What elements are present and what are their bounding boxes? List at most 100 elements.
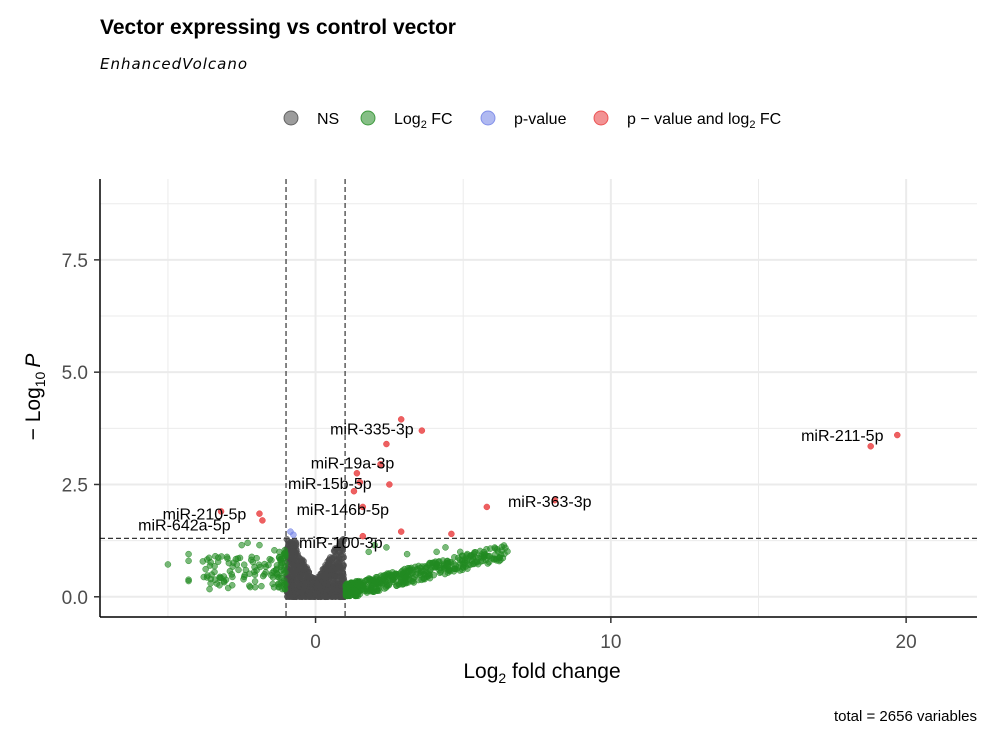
data-point-fc-p	[867, 443, 874, 450]
data-point-ns	[331, 593, 339, 600]
data-point-ns	[333, 572, 341, 580]
data-point-fc	[225, 559, 233, 567]
chart-subtitle: EnhancedVolcano	[100, 55, 248, 73]
data-point-ns	[285, 541, 292, 548]
data-point-fc	[361, 586, 369, 593]
data-point-fc-p	[377, 461, 384, 468]
point-label: miR-363-3p	[508, 494, 592, 511]
point-label: miR-211-5p	[801, 428, 884, 445]
data-point-fc-p	[259, 517, 266, 524]
data-point-fc	[214, 558, 222, 565]
data-point-fc	[456, 548, 464, 556]
data-point-fc	[371, 541, 378, 549]
data-point-fc	[202, 565, 209, 573]
y-tick-label: 0.0	[62, 588, 88, 609]
data-point-fc	[269, 580, 276, 588]
data-point-fc	[399, 570, 407, 577]
data-point-fc	[418, 576, 425, 584]
data-point-fc	[235, 566, 242, 574]
data-point-fc	[496, 554, 503, 561]
y-tick-label: 5.0	[62, 363, 88, 384]
data-point-fc-p	[383, 440, 390, 448]
chart-title: Vector expressing vs control vector	[100, 16, 456, 39]
legend-item-fc: Log2 FC	[360, 110, 453, 131]
x-tick-label: 10	[600, 632, 621, 653]
data-point-fc-p	[894, 431, 901, 439]
data-point-fc	[281, 577, 288, 584]
data-point-fc	[185, 550, 192, 558]
data-point-fc-p	[483, 503, 491, 511]
data-point-fc	[256, 563, 264, 571]
y-tick-label: 7.5	[62, 251, 88, 272]
data-point-fc	[185, 557, 192, 565]
x-axis-title: Log2 fold change	[463, 660, 620, 686]
data-point-fc	[451, 565, 459, 573]
data-point-fc	[240, 561, 248, 568]
data-point-fc	[463, 552, 470, 559]
data-point-fc	[216, 581, 223, 589]
legend-item-p: p-value	[480, 110, 567, 128]
data-point-fc	[498, 543, 506, 551]
data-points	[164, 416, 901, 601]
data-point-fc	[244, 539, 251, 547]
y-axis-title: − Log10P	[22, 354, 48, 441]
data-point-fc	[383, 575, 390, 582]
data-point-fc-p	[359, 503, 367, 511]
data-point-fc	[490, 556, 498, 563]
data-point-fc	[442, 544, 449, 551]
data-point-fc	[261, 571, 268, 578]
data-point-fc	[211, 562, 218, 570]
data-point-fc	[368, 587, 376, 595]
data-point-fc	[238, 541, 245, 549]
data-point-ns	[298, 571, 305, 578]
data-point-fc	[164, 561, 172, 568]
data-point-ns	[292, 540, 300, 548]
data-point-fc-p	[397, 416, 405, 423]
data-point-ns	[338, 547, 346, 554]
data-point-ns	[318, 570, 326, 578]
data-point-fc	[343, 586, 350, 594]
legend-swatch	[360, 110, 376, 126]
data-point-fc	[185, 576, 192, 583]
data-point-ns	[305, 579, 312, 586]
data-point-fc	[240, 573, 248, 581]
data-point-fc	[211, 576, 219, 583]
data-point-fc	[211, 568, 218, 576]
data-point-fc	[370, 577, 377, 585]
data-point-fc	[248, 553, 256, 561]
data-point-ns	[322, 561, 329, 569]
data-point-fc-p	[418, 427, 426, 434]
data-point-ns	[324, 567, 331, 574]
data-point-fc-p	[256, 510, 263, 517]
data-point-fc-p	[359, 532, 367, 540]
data-point-fc-p	[448, 530, 455, 538]
data-point-ns	[296, 558, 304, 565]
data-point-fc	[251, 583, 259, 591]
legend-label: Log2 FC	[394, 111, 453, 131]
data-point-fc	[383, 544, 390, 551]
data-point-fc	[469, 555, 477, 563]
data-point-fc	[412, 571, 420, 578]
legend: NS Log2 FC p-value p − value and log2 FC	[283, 110, 781, 131]
data-point-ns	[300, 591, 307, 599]
data-point-ns	[316, 578, 324, 586]
legend-swatch	[593, 110, 609, 126]
data-point-fc	[352, 586, 360, 594]
data-point-fc-p	[397, 528, 405, 535]
point-label: miR-15b-5p	[288, 476, 372, 493]
data-point-fc	[217, 574, 225, 582]
data-point-fc	[414, 566, 421, 573]
data-point-fc	[471, 549, 478, 556]
point-label: miR-19a-3p	[311, 455, 395, 472]
data-point-fc	[282, 550, 289, 558]
data-point-fc	[437, 568, 445, 576]
data-point-fc	[234, 555, 242, 562]
data-point-fc	[229, 573, 236, 581]
legend-label: p-value	[514, 111, 567, 128]
x-tick-label: 20	[896, 632, 917, 653]
data-point-ns	[290, 570, 298, 578]
point-label: miR-335-3p	[330, 422, 414, 439]
legend-label: NS	[317, 111, 339, 128]
data-point-fc-p	[353, 469, 361, 477]
